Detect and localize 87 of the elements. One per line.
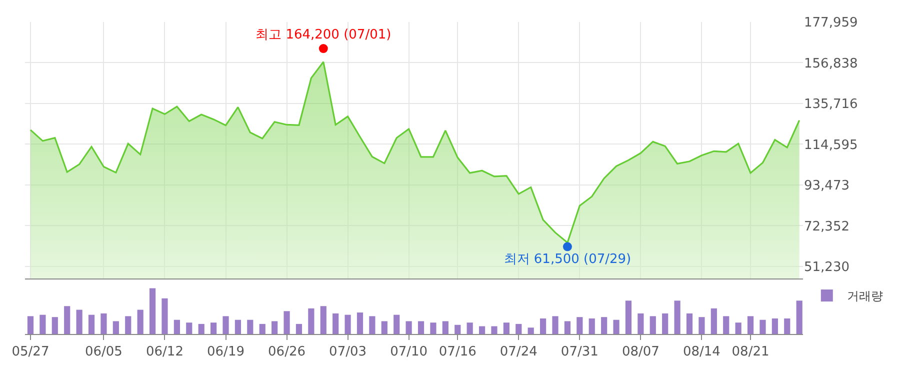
bar: [112, 321, 119, 334]
bar: [320, 306, 326, 334]
bar: [552, 316, 558, 334]
x-tick-label: 05/27: [12, 344, 50, 360]
x-tick-label: 06/26: [268, 344, 306, 360]
y-tick-label: 72,352: [804, 219, 850, 234]
bar: [332, 313, 339, 334]
bar: [650, 316, 656, 334]
bar: [394, 314, 400, 334]
bar: [40, 314, 46, 334]
bar: [747, 316, 754, 334]
x-tick-label: 08/14: [682, 344, 720, 360]
bar: [662, 313, 668, 334]
bar: [344, 314, 351, 334]
bar: [466, 322, 473, 334]
bar: [430, 322, 436, 334]
bar: [162, 298, 168, 334]
bar: [284, 311, 290, 334]
bar: [198, 324, 204, 334]
y-tick-label: 93,473: [804, 178, 850, 194]
bar: [638, 313, 644, 334]
bar: [418, 321, 424, 334]
x-tick-label: 07/03: [329, 344, 367, 360]
bar: [100, 313, 107, 334]
bar: [454, 324, 461, 334]
bar: [503, 322, 510, 334]
legend-label: 거래량: [846, 289, 883, 304]
bar: [735, 322, 742, 334]
bar: [296, 324, 302, 334]
x-tick-label: 07/16: [438, 344, 476, 360]
bar: [478, 326, 486, 334]
data-label: 최고 164,200 (07/01): [256, 28, 392, 43]
y-tick-label: 177,959: [804, 16, 858, 31]
bar: [356, 312, 364, 334]
x-tick-label: 08/21: [732, 344, 770, 360]
bar: [406, 321, 412, 334]
x-tick-label: 07/31: [560, 344, 598, 360]
bar: [698, 317, 705, 334]
bar: [369, 316, 376, 334]
bar: [760, 320, 766, 334]
x-tick-label: 07/10: [390, 344, 428, 360]
y-tick-label: 135,716: [804, 97, 858, 112]
bar: [272, 321, 278, 334]
bar: [27, 316, 34, 334]
bar: [76, 310, 82, 334]
bar: [381, 321, 388, 334]
bar: [588, 318, 595, 334]
bar: [772, 318, 778, 334]
bar: [491, 326, 498, 334]
x-tick-label: 08/07: [622, 344, 660, 360]
bar: [125, 316, 132, 334]
bar: [186, 322, 192, 334]
bar: [88, 314, 95, 334]
bar: [796, 300, 802, 334]
bar: [516, 324, 522, 334]
bar: [723, 316, 730, 334]
bar: [52, 317, 58, 334]
bar: [64, 306, 70, 334]
bar: [247, 320, 254, 334]
x-tick-label: 06/12: [146, 344, 184, 360]
bar: [442, 321, 448, 334]
bar: [308, 308, 314, 334]
bar: [784, 318, 790, 334]
bar: [174, 320, 180, 334]
bar: [234, 320, 242, 334]
bar: [710, 308, 717, 334]
x-tick-label: 07/24: [500, 344, 538, 360]
bar: [540, 318, 546, 334]
x-tick-label: 06/19: [207, 344, 244, 360]
data-label: 최저 61,500 (07/29): [504, 252, 632, 268]
y-tick-label: 156,838: [804, 56, 858, 72]
bar: [137, 310, 144, 334]
bar: [259, 324, 266, 334]
bar: [686, 313, 693, 334]
y-tick-label: 114,595: [804, 138, 858, 153]
bar: [210, 322, 217, 334]
bar: [613, 320, 620, 334]
bar: [564, 321, 571, 334]
x-tick-label: 06/05: [84, 344, 122, 360]
bar: [625, 300, 632, 334]
bar: [674, 300, 680, 334]
bar: [222, 316, 229, 334]
bar: [601, 317, 608, 334]
y-tick-label: 51,230: [804, 260, 850, 275]
bar: [149, 288, 156, 334]
bar: [528, 328, 534, 334]
bar: [576, 317, 583, 334]
